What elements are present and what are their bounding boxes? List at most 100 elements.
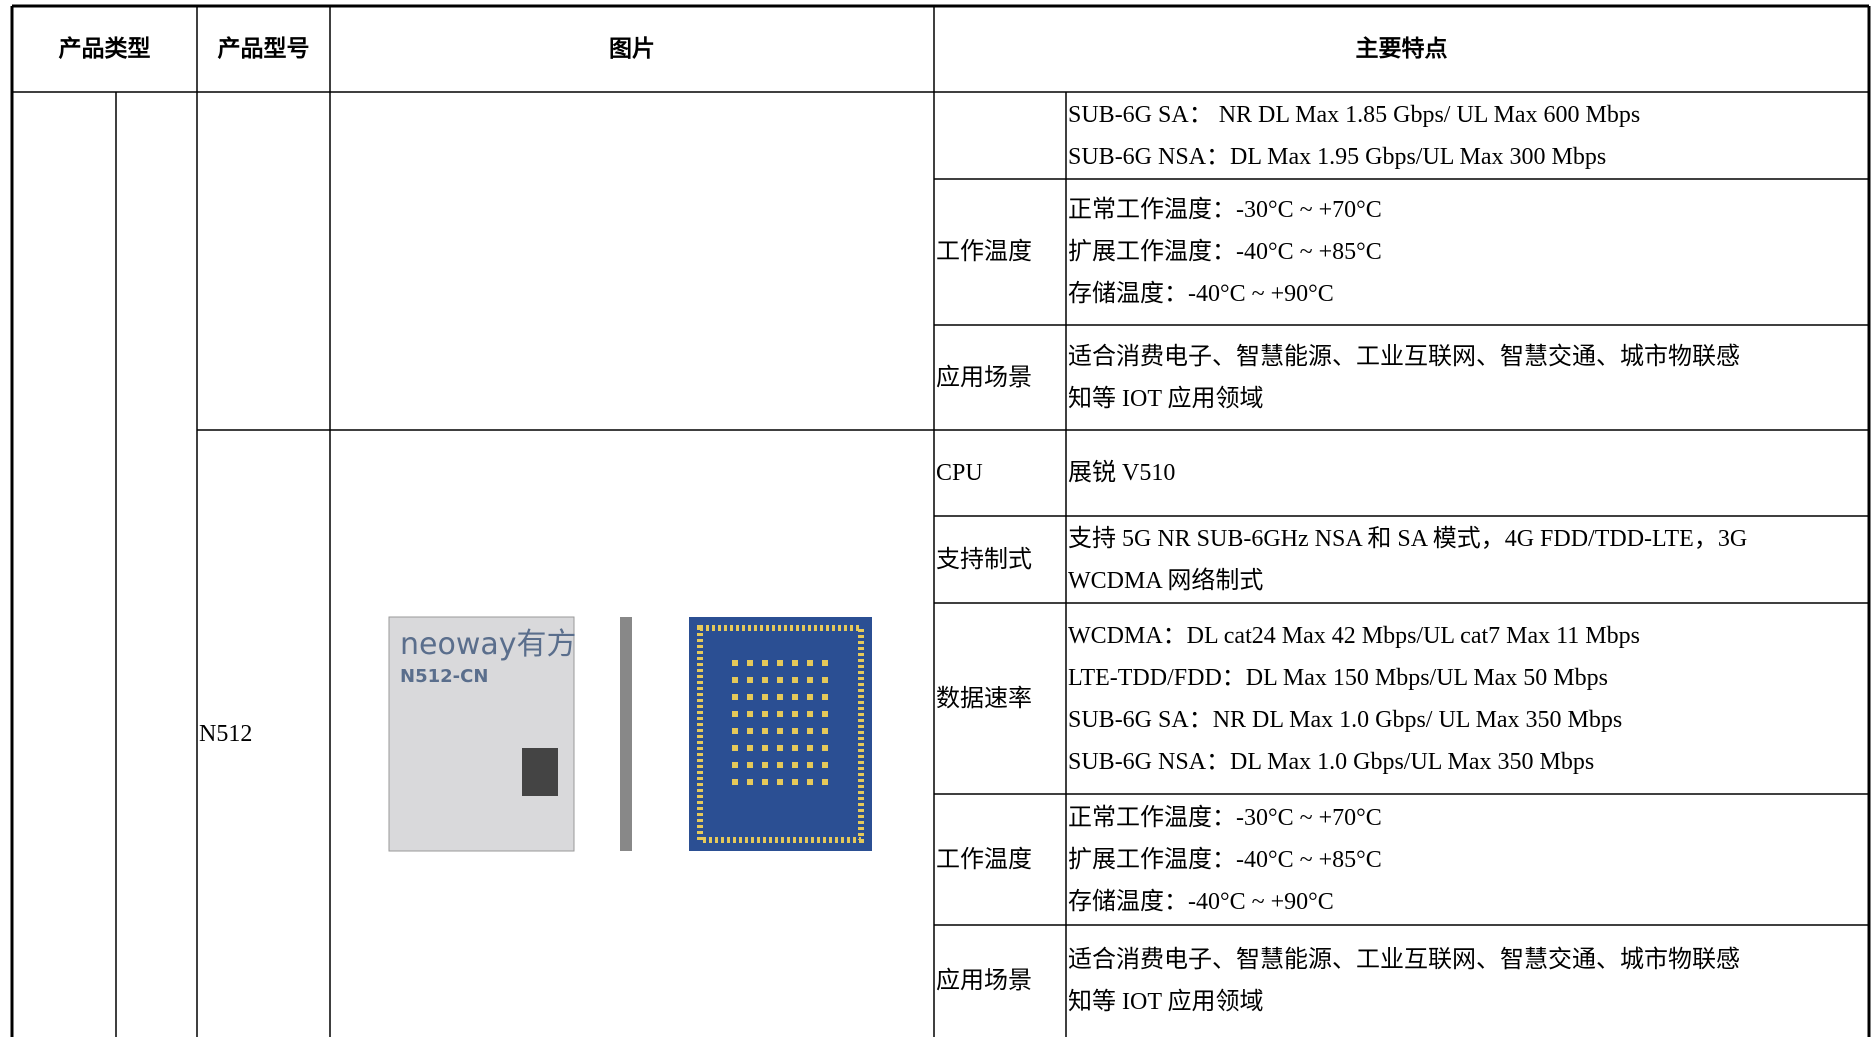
- text-line: 正常工作温度：-30°C ~ +70°C: [1068, 197, 1382, 223]
- pin: [747, 745, 753, 751]
- pin: [807, 711, 813, 717]
- pin: [732, 660, 738, 666]
- module-pads: [697, 625, 864, 843]
- text-line: 知等 IOT 应用领域: [1068, 385, 1264, 412]
- pin: [807, 779, 813, 785]
- pin: [762, 728, 768, 734]
- feature-label: 数据速率: [936, 603, 1064, 794]
- feature-value: SUB-6G SA： NR DL Max 1.85 Gbps/ UL Max 6…: [1068, 92, 1868, 179]
- pin: [762, 779, 768, 785]
- text-line: 正常工作温度：-30°C ~ +70°C: [1068, 804, 1382, 831]
- header-cell: 产品型号: [197, 6, 330, 92]
- text-line: 支持制式: [936, 546, 1032, 573]
- feature-value: 展锐 V510: [1068, 430, 1868, 516]
- text-line: CPU: [936, 460, 983, 486]
- text-line: SUB-6G SA：NR DL Max 1.0 Gbps/ UL Max 350…: [1068, 706, 1623, 733]
- text-line: N512: [199, 720, 253, 747]
- product-model: N512: [199, 430, 329, 1037]
- feature-label: 工作温度: [936, 794, 1064, 925]
- qr-code: [522, 748, 558, 796]
- text-line: 产品类型: [58, 36, 151, 62]
- pin: [792, 762, 798, 768]
- pin: [747, 694, 753, 700]
- text-line: 产品型号: [217, 36, 310, 62]
- feature-label: 应用场景: [936, 325, 1064, 430]
- pin: [762, 660, 768, 666]
- pin: [732, 762, 738, 768]
- pin: [777, 711, 783, 717]
- text-line: SUB-6G SA： NR DL Max 1.85 Gbps/ UL Max 6…: [1068, 101, 1641, 128]
- text-line: 工作温度: [936, 239, 1032, 265]
- feature-label: CPU: [936, 430, 1064, 516]
- pin: [822, 728, 828, 734]
- text-line: WCDMA 网络制式: [1068, 567, 1264, 594]
- text-line: 数据速率: [936, 685, 1032, 712]
- pin: [807, 728, 813, 734]
- pin: [762, 694, 768, 700]
- pin: [777, 745, 783, 751]
- module-side: [620, 617, 632, 851]
- pin: [777, 660, 783, 666]
- pin: [732, 728, 738, 734]
- header-cell: 产品类型: [12, 6, 197, 92]
- pin: [822, 660, 828, 666]
- feature-value: 正常工作温度：-30°C ~ +70°C 扩展工作温度：-40°C ~ +85°C…: [1068, 179, 1868, 325]
- pin: [822, 762, 828, 768]
- text-line: SUB-6G NSA：DL Max 1.95 Gbps/UL Max 300 M…: [1068, 143, 1607, 170]
- pin: [732, 711, 738, 717]
- text-line: 存储温度：-40°C ~ +90°C: [1068, 281, 1334, 307]
- pin: [822, 694, 828, 700]
- text-line: 存储温度：-40°C ~ +90°C: [1068, 888, 1334, 915]
- text-line: SUB-6G NSA：DL Max 1.0 Gbps/UL Max 350 Mb…: [1068, 748, 1595, 775]
- pin: [747, 779, 753, 785]
- feature-value: 支持 5G NR SUB-6GHz NSA 和 SA 模式，4G FDD/TDD…: [1068, 516, 1868, 603]
- feature-label: 支持制式: [936, 516, 1064, 603]
- pin: [822, 745, 828, 751]
- text-line: 适合消费电子、智慧能源、工业互联网、智慧交通、城市物联感: [1068, 947, 1740, 973]
- text-line: 支持 5G NR SUB-6GHz NSA 和 SA 模式，4G FDD/TDD…: [1068, 525, 1748, 552]
- feature-label: 应用场景: [936, 925, 1064, 1037]
- pin: [762, 762, 768, 768]
- text-line: 知等 IOT 应用领域: [1068, 989, 1264, 1015]
- pin: [762, 745, 768, 751]
- pin: [792, 779, 798, 785]
- pin: [732, 694, 738, 700]
- header-cell: 主要特点: [934, 6, 1869, 92]
- module-label: N512-CN: [400, 666, 488, 687]
- pin: [732, 779, 738, 785]
- pin: [792, 677, 798, 683]
- module-photo: neoway有方 N512-CN: [388, 616, 872, 852]
- text-line: 展锐 V510: [1068, 460, 1176, 486]
- pin: [807, 762, 813, 768]
- pin: [777, 677, 783, 683]
- text-line: LTE-TDD/FDD：DL Max 150 Mbps/UL Max 50 Mb…: [1068, 664, 1608, 691]
- pin: [747, 711, 753, 717]
- pin: [732, 677, 738, 683]
- pin: [807, 745, 813, 751]
- feature-label: 工作温度: [936, 179, 1064, 325]
- text-line: 工作温度: [936, 846, 1032, 873]
- pin: [822, 779, 828, 785]
- pin: [777, 694, 783, 700]
- text-line: 应用场景: [936, 968, 1032, 994]
- pin: [822, 677, 828, 683]
- pin: [747, 677, 753, 683]
- text-line: 主要特点: [1355, 36, 1448, 62]
- text-line: WCDMA：DL cat24 Max 42 Mbps/UL cat7 Max 1…: [1068, 622, 1640, 649]
- pin: [807, 677, 813, 683]
- text-line: 图片: [609, 36, 655, 62]
- module-brand: neoway有方: [400, 627, 577, 662]
- pin: [732, 745, 738, 751]
- header-cell: 图片: [330, 6, 934, 92]
- pin: [762, 677, 768, 683]
- pin: [792, 694, 798, 700]
- feature-value: 适合消费电子、智慧能源、工业互联网、智慧交通、城市物联感 知等 IOT 应用领域: [1068, 325, 1868, 430]
- pin: [792, 728, 798, 734]
- pin: [747, 762, 753, 768]
- pin: [777, 779, 783, 785]
- pin: [792, 745, 798, 751]
- text-line: 扩展工作温度：-40°C ~ +85°C: [1068, 239, 1382, 265]
- pin: [777, 762, 783, 768]
